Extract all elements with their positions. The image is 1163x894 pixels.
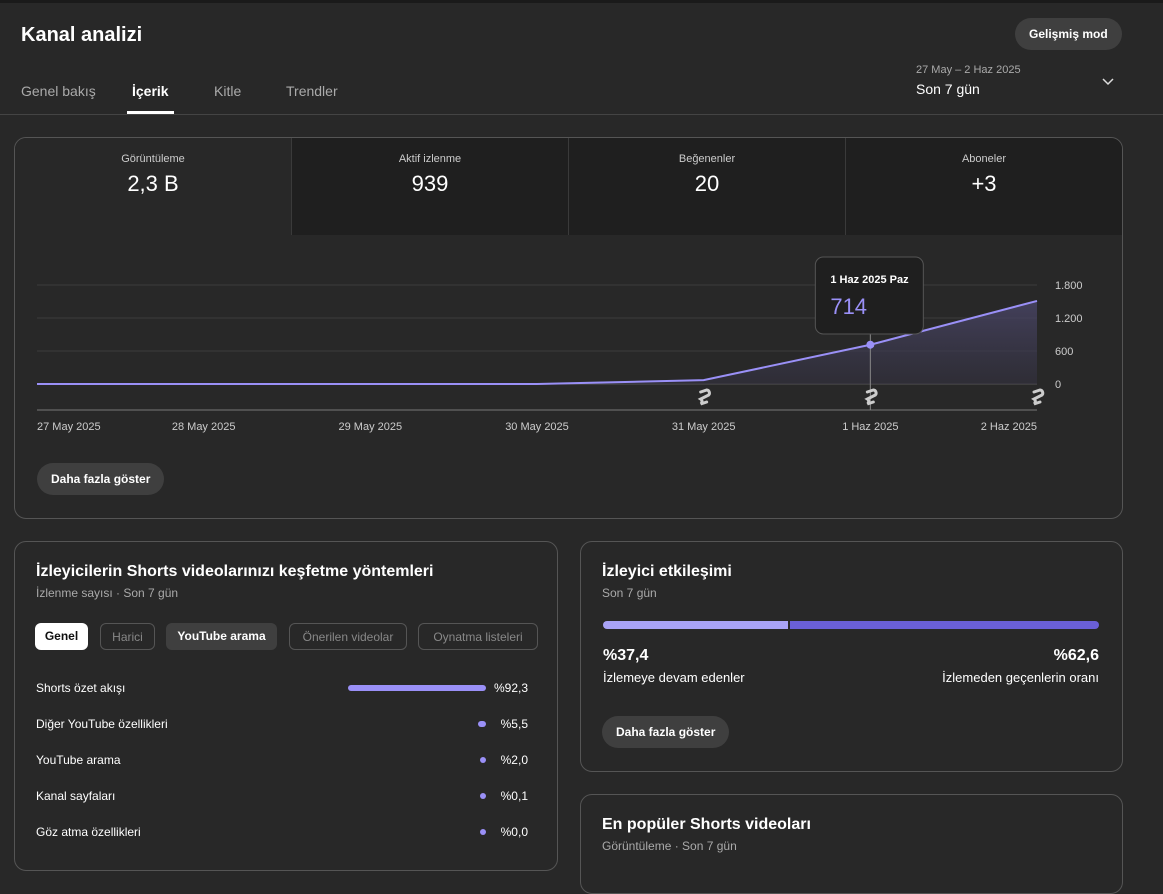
- source-bar: [480, 757, 486, 763]
- x-tick-label: 30 May 2025: [505, 421, 569, 433]
- filter-chip[interactable]: YouTube arama: [166, 623, 277, 650]
- shorts-icon: [864, 388, 878, 406]
- source-value: %92,3: [493, 681, 528, 695]
- show-more-button[interactable]: Daha fazla göster: [37, 463, 165, 495]
- discovery-subtitle: İzlenme sayısı · Son 7 gün: [36, 586, 179, 600]
- engagement-title: İzleyici etkileşimi: [602, 563, 732, 580]
- engagement-label: İzlemeye devam edenler: [603, 670, 745, 685]
- source-label: Shorts özet akışı: [36, 681, 126, 695]
- y-tick-label: 1.200: [1055, 313, 1083, 325]
- x-tick-label: 1 Haz 2025: [842, 421, 898, 433]
- tooltip-box: [814, 256, 924, 335]
- filter-chip[interactable]: Harici: [100, 623, 155, 650]
- source-value: %2,0: [500, 753, 528, 767]
- tooltip-title: 1 Haz 2025 Paz: [830, 274, 909, 286]
- metric-tile[interactable]: [846, 138, 1122, 235]
- discovery-title: İzleyicilerin Shorts videolarınızı keşfe…: [36, 563, 434, 580]
- y-tick-label: 600: [1055, 346, 1073, 358]
- overview-card: [14, 137, 1123, 519]
- source-label: YouTube arama: [36, 753, 121, 767]
- source-bar: [477, 721, 486, 727]
- engagement-value: %37,4: [603, 647, 649, 664]
- popular-subtitle: Görüntüleme · Son 7 gün: [602, 839, 737, 853]
- y-tick-label: 1.800: [1055, 280, 1083, 292]
- source-bar: [480, 793, 486, 799]
- x-tick-label: 2 Haz 2025: [981, 421, 1037, 433]
- source-value: %0,0: [500, 825, 528, 839]
- tab[interactable]: İçerik: [132, 83, 169, 99]
- dropdown-icon[interactable]: [1100, 76, 1116, 88]
- source-label: Kanal sayfaları: [36, 789, 116, 803]
- metric-value: 939: [411, 171, 449, 196]
- tooltip-value: 714: [830, 294, 867, 319]
- metric-label: Aktif izlenme: [398, 153, 462, 165]
- tab-underline: [127, 111, 174, 114]
- hover-point: [866, 340, 875, 349]
- source-value: %5,5: [500, 717, 528, 731]
- metric-tile[interactable]: [569, 138, 846, 235]
- x-tick-label: 27 May 2025: [37, 421, 101, 433]
- source-label: Göz atma özellikleri: [36, 825, 141, 839]
- engagement-button[interactable]: Daha fazla göster: [602, 716, 730, 748]
- filter-chip[interactable]: Önerilen videolar: [289, 623, 407, 650]
- metric-value: 20: [694, 171, 720, 196]
- popular-title: En popüler Shorts videoları: [602, 816, 811, 833]
- engagement-subtitle: Son 7 gün: [602, 586, 657, 600]
- engagement-bar: [789, 621, 1099, 629]
- tab[interactable]: Genel bakış: [21, 83, 96, 99]
- x-tick-label: 29 May 2025: [339, 421, 403, 433]
- advanced-mode-button[interactable]: Gelişmiş mod: [1015, 18, 1122, 50]
- metric-label: Aboneler: [961, 153, 1007, 165]
- engagement-bar: [603, 621, 788, 629]
- engagement-card: [580, 541, 1123, 772]
- engagement-value: %62,6: [1053, 647, 1099, 664]
- engagement-label: İzlemeden geçenlerin oranı: [942, 670, 1099, 685]
- metric-value: +3: [971, 171, 997, 196]
- date-range: 27 May – 2 Haz 2025: [916, 64, 1021, 76]
- metric-tile[interactable]: [15, 138, 292, 235]
- y-tick-label: 0: [1055, 379, 1061, 391]
- header-divider: [0, 114, 1163, 115]
- shorts-icon: [1031, 388, 1045, 406]
- metric-label: Beğenenler: [678, 153, 736, 165]
- source-label: Diğer YouTube özellikleri: [36, 717, 168, 731]
- metric-label: Görüntüleme: [121, 153, 185, 165]
- metric-value: 2,3 B: [127, 171, 179, 196]
- shorts-icon: [697, 388, 711, 406]
- chart: 0 600 1.200 1.800 27 May 2025 28 May 2025 29 M…: [37, 256, 1083, 433]
- top-edge: [0, 0, 1163, 3]
- tab[interactable]: Trendler: [286, 83, 338, 99]
- x-tick-label: 28 May 2025: [172, 421, 236, 433]
- x-tick-label: 31 May 2025: [672, 421, 736, 433]
- page-title: Kanal analizi: [21, 24, 143, 46]
- filter-chip[interactable]: Oynatma listeleri: [418, 623, 538, 650]
- source-value: %0,1: [500, 789, 528, 803]
- source-bar: [347, 685, 486, 691]
- filter-chip[interactable]: Genel: [35, 623, 88, 650]
- metric-tile[interactable]: [292, 138, 569, 235]
- date-label[interactable]: Son 7 gün: [916, 81, 980, 97]
- tab[interactable]: Kitle: [214, 83, 242, 99]
- source-bar: [480, 829, 486, 835]
